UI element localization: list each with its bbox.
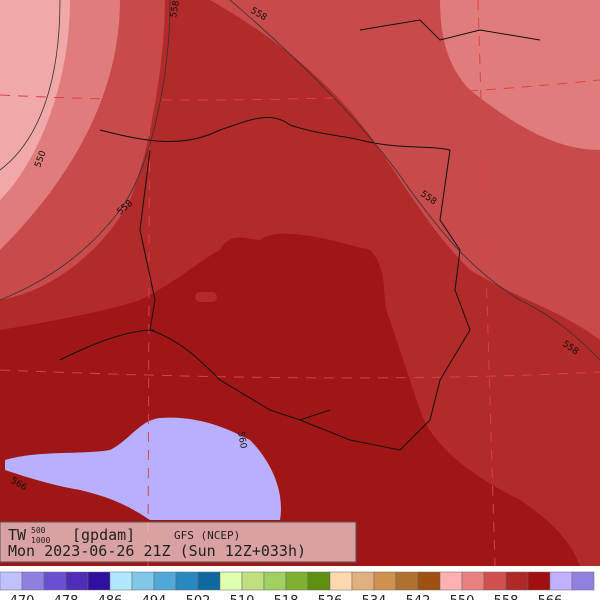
grid-line (147, 0, 151, 567)
header-box: TW 500 1000 [gpdam] GFS (NCEP) Mon 2023-… (0, 521, 357, 563)
colorbar-label: 550 (450, 594, 475, 600)
band-546 (0, 0, 70, 200)
colorbar-swatch (505, 571, 529, 591)
colorbar-swatch (43, 571, 67, 591)
band-550 (440, 0, 600, 150)
colorbar-swatch (197, 571, 221, 591)
colorbar-swatch (329, 571, 353, 591)
border (59, 329, 156, 361)
colorbar-swatch (461, 571, 485, 591)
colorbar-label: 502 (186, 594, 211, 600)
colorbar-swatch (219, 571, 243, 591)
variable: TW (8, 526, 27, 544)
colorbar-label: 486 (98, 594, 123, 600)
border (359, 19, 541, 41)
superscript: 500 (31, 526, 46, 535)
colorbar-swatch (87, 571, 111, 591)
colorbar-swatch (21, 571, 45, 591)
colorbar-label: 470 (10, 594, 35, 600)
unit: [gpdam] (72, 526, 135, 544)
colorbar-label: 526 (318, 594, 343, 600)
colorbar-swatch (175, 571, 199, 591)
colorbar-label: 558 (494, 594, 519, 600)
contour-label: 558 (169, 0, 182, 19)
contour-label: 560 (235, 431, 248, 450)
coastline (99, 116, 451, 151)
colorbar-label: 566 (538, 594, 563, 600)
colorbar-label: 542 (406, 594, 431, 600)
colorbar-label: 518 (274, 594, 299, 600)
contour (229, 0, 600, 361)
border (429, 149, 471, 421)
colorbar-swatch (527, 571, 551, 591)
colorbar-swatch (241, 571, 265, 591)
colorbar-swatch (153, 571, 177, 591)
borders (59, 19, 541, 451)
colorbar-swatch (65, 571, 89, 591)
colorbar-swatch (571, 571, 595, 591)
colorbar-swatch (549, 571, 573, 591)
colorbar-label: 510 (230, 594, 255, 600)
contour (0, 0, 61, 171)
colorbar-swatch (373, 571, 397, 591)
colorbar-swatch (439, 571, 463, 591)
colorbar-swatch (131, 571, 155, 591)
colorbar-swatch (307, 571, 331, 591)
colorbar-swatch (351, 571, 375, 591)
band-574 (5, 417, 281, 520)
band-558-562 (195, 292, 217, 302)
colorbar-swatch (0, 571, 23, 591)
field (0, 0, 600, 567)
colorbar-label: 478 (54, 594, 79, 600)
colorbar-label: 534 (362, 594, 387, 600)
colorbar-swatch (483, 571, 507, 591)
colorbar-swatch (417, 571, 441, 591)
colorbar-swatch (109, 571, 133, 591)
graticule (0, 0, 600, 567)
grid-line (477, 0, 496, 567)
colorbar-swatch (263, 571, 287, 591)
contours (0, 0, 600, 361)
valid-time: Mon 2023-06-26 21Z (Sun 12Z+033h) (8, 542, 306, 560)
subscript: 1000 (31, 536, 50, 545)
contour (0, 0, 171, 301)
colorbar-swatch (285, 571, 309, 591)
colorbar-label: 494 (142, 594, 167, 600)
colorbar-swatch (395, 571, 419, 591)
border (299, 419, 431, 451)
header-background (0, 521, 357, 563)
model: GFS (NCEP) (174, 529, 240, 542)
colorbar: 470 478 486 494 502 510 518 526 534 542 550 558 566 (0, 571, 595, 604)
